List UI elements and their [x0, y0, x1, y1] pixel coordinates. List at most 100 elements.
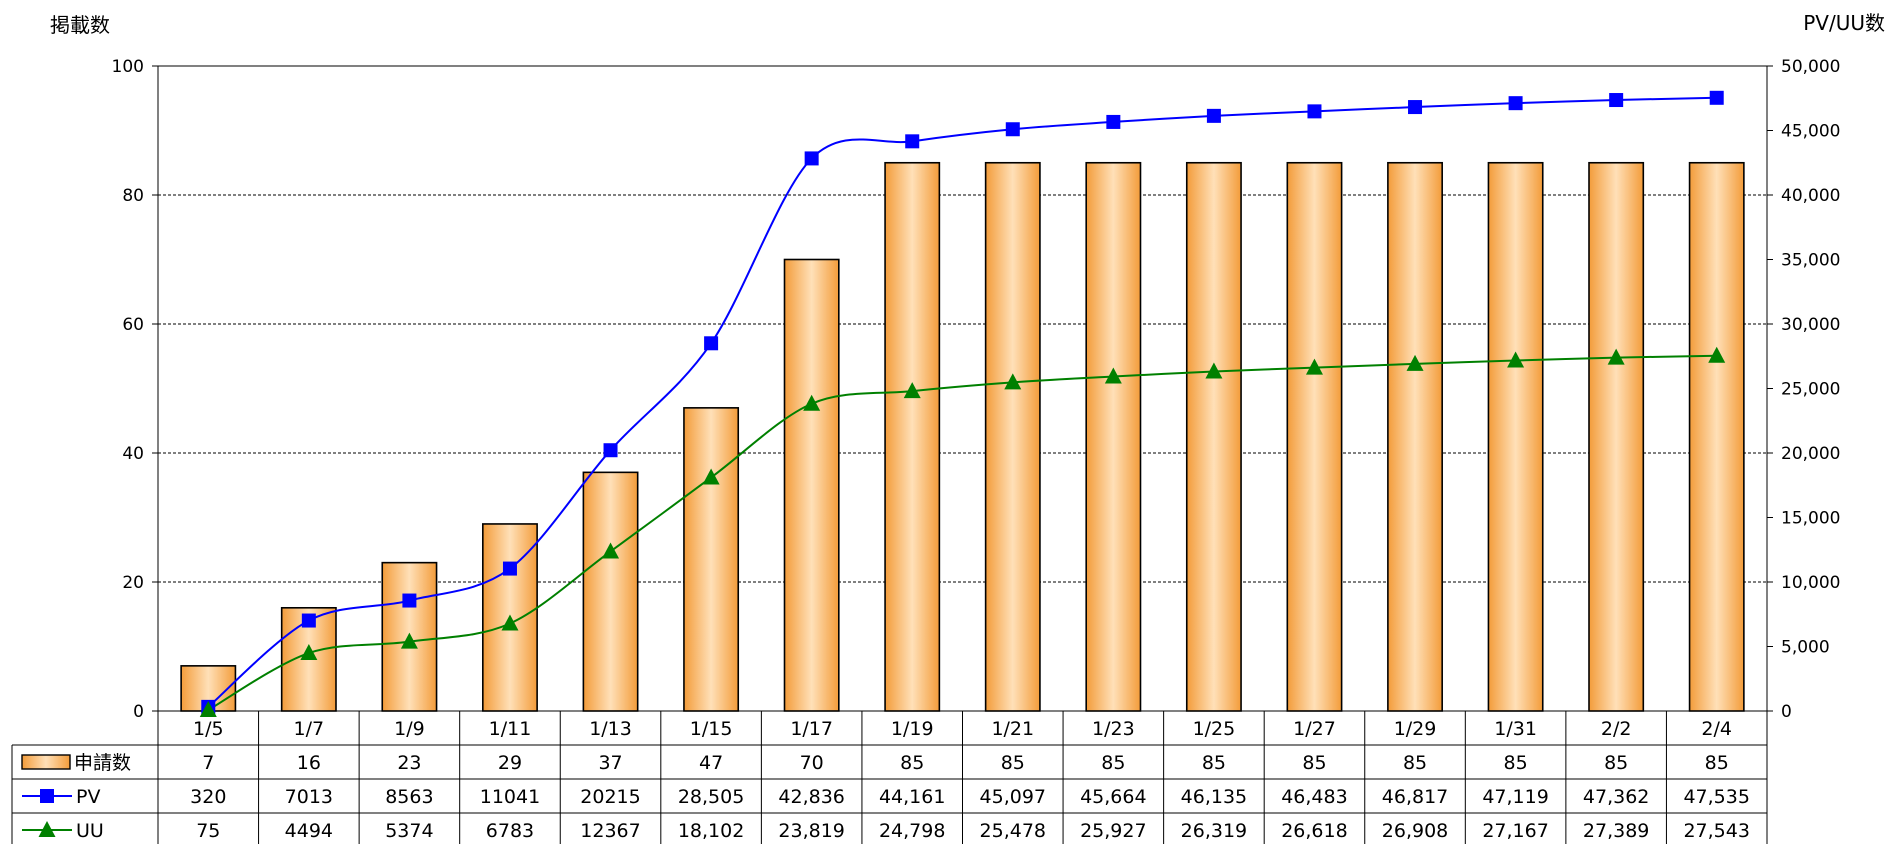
- bar: [783, 258, 840, 712]
- table-cell: 45,664: [1080, 786, 1146, 808]
- right-tick-label: 40,000: [1781, 186, 1840, 206]
- left-tick-label: 80: [122, 186, 144, 206]
- right-tick-label: 25,000: [1781, 380, 1840, 400]
- table-cell: 26,618: [1281, 820, 1347, 842]
- bar: [984, 161, 1041, 712]
- table-cell: 46,135: [1181, 786, 1247, 808]
- table-cell: 4494: [285, 820, 333, 842]
- left-tick-label: 0: [133, 702, 144, 722]
- point-pv: [502, 561, 517, 576]
- left-tick-label: 60: [122, 315, 144, 335]
- point-uu: [400, 632, 418, 649]
- table-cell: 8563: [385, 786, 433, 808]
- x-tick-label: 1/21: [991, 718, 1034, 740]
- left-tick-label: 100: [112, 57, 144, 77]
- line-series: [207, 96, 1717, 711]
- table-cell: 85: [1302, 752, 1326, 774]
- left-axis-title: 掲載数: [50, 13, 110, 37]
- bar: [1487, 161, 1544, 712]
- legend-key-bar: [21, 754, 71, 770]
- point-pv: [1307, 104, 1322, 119]
- table-cell: 5374: [385, 820, 433, 842]
- right-tick-label: 50,000: [1781, 57, 1840, 77]
- table-cell: 47: [699, 752, 723, 774]
- table-cell: 24,798: [879, 820, 945, 842]
- point-uu: [1406, 354, 1424, 371]
- point-pv: [1005, 122, 1020, 137]
- table-cell: 6783: [486, 820, 534, 842]
- right-tick-label: 45,000: [1781, 122, 1840, 142]
- point-uu: [1104, 367, 1122, 384]
- point-uu: [1708, 346, 1726, 363]
- point-uu: [1305, 358, 1323, 375]
- table-cell: 44,161: [879, 786, 945, 808]
- table-cell: 320: [190, 786, 226, 808]
- bar: [1588, 161, 1645, 712]
- table-cell: 85: [1705, 752, 1729, 774]
- x-tick-label: 1/29: [1394, 718, 1437, 740]
- left-axis-ticks: 0 20 40 60 80 100: [112, 57, 158, 722]
- bar: [1286, 161, 1343, 712]
- point-pv: [1709, 90, 1724, 105]
- table-cell: 47,119: [1482, 786, 1548, 808]
- table-cell: 47,535: [1683, 786, 1749, 808]
- point-pv: [1106, 114, 1121, 129]
- table-cell: 23,819: [778, 820, 844, 842]
- table-cell: 11041: [480, 786, 540, 808]
- left-tick-label: 20: [122, 573, 144, 593]
- line-pv: [207, 96, 1717, 708]
- bar: [1688, 161, 1745, 712]
- right-tick-label: 35,000: [1781, 251, 1840, 271]
- table-cell: 18,102: [678, 820, 744, 842]
- line-uu: [207, 354, 1717, 711]
- table-cell: 85: [1403, 752, 1427, 774]
- right-axis-title: PV/UU数: [1803, 11, 1885, 35]
- x-tick-label: 1/25: [1193, 718, 1236, 740]
- bar: [582, 471, 639, 712]
- point-pv: [402, 593, 417, 608]
- table-cell: 47,362: [1583, 786, 1649, 808]
- bar: [482, 523, 538, 712]
- table-cell: 7013: [285, 786, 333, 808]
- table-cell: 45,097: [980, 786, 1046, 808]
- point-uu: [300, 644, 318, 661]
- table-cell: 7: [202, 752, 214, 774]
- point-pv: [603, 443, 618, 458]
- line-markers: [199, 90, 1726, 718]
- x-tick-label: 1/7: [294, 718, 325, 740]
- table-cell: 85: [1604, 752, 1628, 774]
- table-cell: 26,319: [1181, 820, 1247, 842]
- point-pv: [1408, 100, 1423, 115]
- table-cell: 27,543: [1683, 820, 1749, 842]
- point-uu: [602, 542, 620, 559]
- point-uu: [702, 468, 720, 485]
- table-cell: 27,389: [1583, 820, 1649, 842]
- table-cell: 42,836: [778, 786, 844, 808]
- table-cell: 20215: [580, 786, 640, 808]
- table-cell: 28,505: [678, 786, 744, 808]
- x-tick-label: 1/17: [790, 718, 833, 740]
- left-tick-label: 40: [122, 444, 144, 464]
- x-tick-label: 1/27: [1293, 718, 1336, 740]
- bar: [683, 407, 740, 712]
- bar: [1085, 161, 1142, 712]
- table-cell: 27,167: [1482, 820, 1548, 842]
- point-pv: [1508, 96, 1523, 111]
- right-tick-label: 5,000: [1781, 638, 1830, 658]
- point-pv: [804, 151, 819, 166]
- table-cell: 12367: [580, 820, 640, 842]
- table-cell: 85: [1101, 752, 1125, 774]
- x-tick-label: 1/13: [589, 718, 632, 740]
- point-uu: [1004, 373, 1022, 390]
- right-tick-label: 30,000: [1781, 315, 1840, 335]
- table-cell: 46,483: [1281, 786, 1347, 808]
- point-uu: [199, 701, 217, 718]
- bar: [1185, 161, 1242, 712]
- point-uu: [1507, 351, 1525, 368]
- table-cell: 46,817: [1382, 786, 1448, 808]
- point-uu: [1205, 362, 1223, 379]
- table-cell: 70: [800, 752, 824, 774]
- x-tick-label: 1/11: [489, 718, 532, 740]
- table-cell: 16: [297, 752, 321, 774]
- table-cell: 26,908: [1382, 820, 1448, 842]
